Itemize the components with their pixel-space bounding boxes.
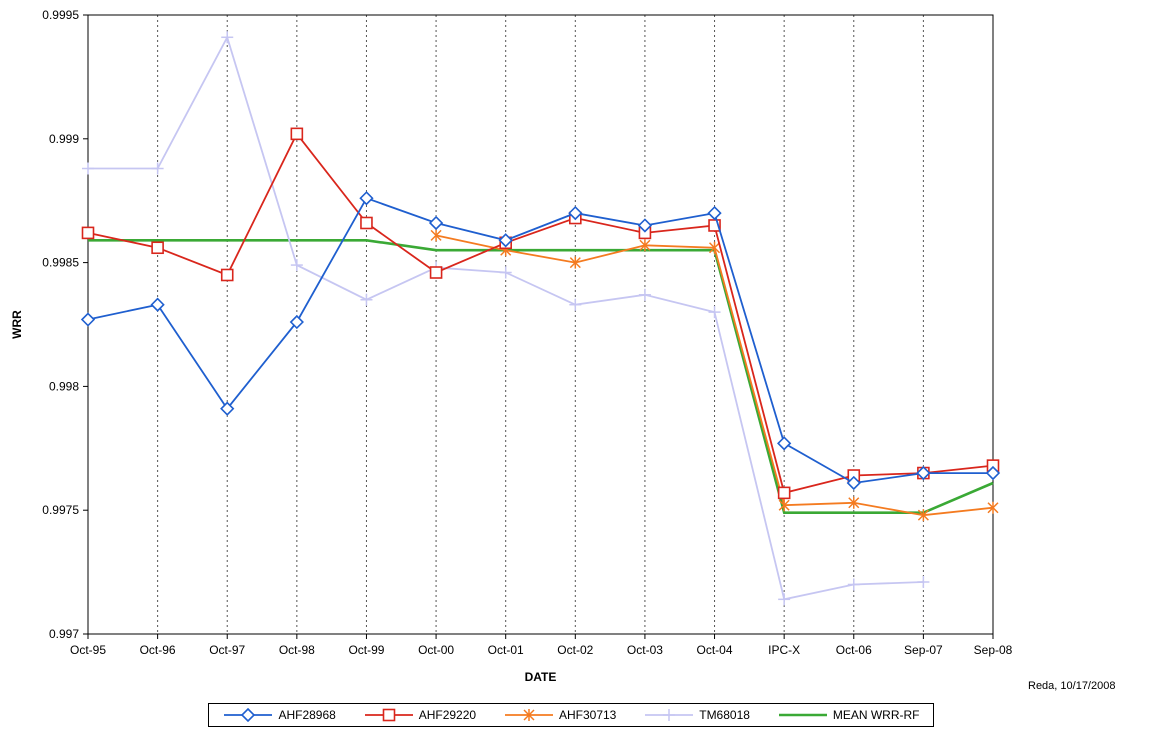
data-point-tm68018 (847, 578, 860, 591)
data-point-tm68018 (778, 593, 791, 606)
data-point-tm68018 (708, 306, 721, 319)
x-tick-label: Oct-98 (279, 643, 315, 657)
data-point-ahf30713 (569, 256, 581, 269)
y-tick-label: 0.997 (49, 627, 79, 641)
data-point-ahf28968 (498, 233, 513, 248)
x-tick-label: Oct-03 (627, 643, 663, 657)
data-point-ahf29220 (151, 241, 164, 255)
data-point-ahf29220 (777, 486, 791, 500)
series-mean-wrr-rf (88, 239, 994, 514)
x-axis-title: DATE (525, 670, 557, 684)
data-point-ahf30713 (848, 496, 860, 509)
series-tm68018 (82, 31, 930, 606)
legend-item-mean-wrr-rf: MEAN WRR-RF (777, 708, 920, 722)
data-point-tm68018 (499, 266, 512, 279)
plot-area (87, 14, 994, 635)
legend-label: AHF30713 (558, 708, 617, 722)
legend-swatch (778, 713, 827, 717)
data-point-tm68018 (917, 576, 930, 589)
data-point-ahf28968 (80, 312, 96, 327)
legend-label: AHF28968 (278, 708, 336, 722)
data-point-ahf28968 (220, 401, 235, 416)
series-ahf29220 (81, 127, 1000, 500)
data-point-tm68018 (82, 162, 94, 175)
series-ahf30713 (430, 229, 999, 522)
data-point-ahf28968 (777, 436, 792, 451)
legend-swatch (504, 709, 553, 721)
data-point-ahf30713 (778, 499, 790, 512)
legend-swatch (224, 708, 273, 722)
y-tick-label: 0.9985 (42, 256, 79, 270)
data-point-ahf28968 (916, 465, 931, 481)
legend-marker (382, 708, 396, 722)
legend-swatch (364, 708, 413, 722)
data-point-ahf28968 (846, 475, 861, 491)
data-point-ahf28968 (289, 314, 304, 330)
chart-credit: Reda, 10/17/2008 (1028, 680, 1116, 692)
data-point-tm68018 (360, 293, 373, 306)
x-tick-label: Sep-08 (974, 643, 1013, 657)
data-point-tm68018 (290, 259, 303, 272)
series-line-ahf28968 (87, 197, 993, 484)
data-point-ahf28968 (637, 218, 653, 233)
legend-label: TM68018 (699, 708, 750, 722)
x-tick-label: Sep-07 (904, 643, 943, 657)
data-point-ahf30713 (709, 241, 721, 254)
data-point-ahf28968 (707, 205, 722, 221)
series-line-ahf29220 (87, 132, 994, 494)
data-point-ahf28968 (428, 215, 444, 231)
y-tick-label: 0.9975 (42, 503, 79, 517)
x-tick-label: IPC-X (768, 643, 800, 657)
x-tick-label: Oct-95 (70, 643, 106, 657)
y-tick-label: 0.9995 (42, 8, 79, 22)
legend-item-ahf29220: AHF29220 (363, 708, 476, 722)
y-tick-label: 0.999 (49, 132, 79, 146)
data-point-ahf28968 (985, 465, 1001, 481)
data-point-ahf28968 (150, 297, 165, 312)
series-layer (80, 31, 1001, 606)
y-axis-ticks: 0.997 0.9975 0.998 0.9985 0.999 0.9995 (42, 8, 88, 641)
legend-label: AHF29220 (418, 708, 477, 722)
data-point-tm68018 (569, 298, 582, 311)
data-point-ahf30713 (987, 501, 999, 514)
x-tick-label: Oct-02 (557, 643, 593, 657)
chart: 0.997 0.9975 0.998 0.9985 0.999 0.9995 Oct-95… (10, 8, 1013, 684)
data-point-ahf30713 (430, 229, 442, 242)
x-tick-label: Oct-97 (209, 643, 245, 657)
data-point-tm68018 (638, 288, 651, 301)
x-tick-label: Oct-06 (836, 643, 872, 657)
legend-item-tm68018: TM68018 (643, 708, 750, 722)
data-point-ahf29220 (81, 226, 95, 240)
data-point-tm68018 (221, 31, 234, 44)
x-axis-ticks: Oct-95 Oct-96 Oct-97 Oct-98 Oct-99 Oct-00 Oct-… (70, 634, 1013, 657)
x-tick-label: Oct-04 (697, 643, 733, 657)
legend-swatch (645, 709, 694, 721)
data-point-ahf29220 (220, 268, 234, 282)
x-tick-label: Oct-96 (140, 643, 176, 657)
series-line-mean-wrr-rf (88, 239, 994, 514)
y-tick-label: 0.998 (49, 379, 79, 393)
legend-marker (663, 709, 676, 721)
legend: AHF28968 AHF29220 AHF30713 TM68018 MEAN WRR-… (208, 703, 934, 727)
x-tick-label: Oct-99 (348, 643, 384, 657)
legend-label: MEAN WRR-RF (832, 708, 920, 722)
data-point-ahf29220 (290, 127, 304, 141)
x-tick-label: Oct-01 (488, 643, 524, 657)
data-point-ahf30713 (639, 239, 651, 252)
data-point-ahf29220 (429, 266, 443, 279)
legend-item-ahf30713: AHF30713 (503, 708, 616, 722)
legend-item-ahf28968: AHF28968 (222, 708, 336, 722)
x-tick-label: Oct-00 (418, 643, 454, 657)
legend-marker (241, 708, 256, 722)
legend-marker (523, 709, 535, 721)
data-point-ahf29220 (360, 216, 373, 230)
y-axis-title: WRR (10, 310, 24, 339)
data-point-ahf30713 (917, 509, 929, 522)
data-point-ahf28968 (359, 191, 374, 206)
data-point-tm68018 (151, 162, 164, 175)
gridlines (157, 15, 924, 634)
data-point-ahf28968 (568, 205, 583, 221)
series-ahf28968 (80, 191, 1001, 491)
